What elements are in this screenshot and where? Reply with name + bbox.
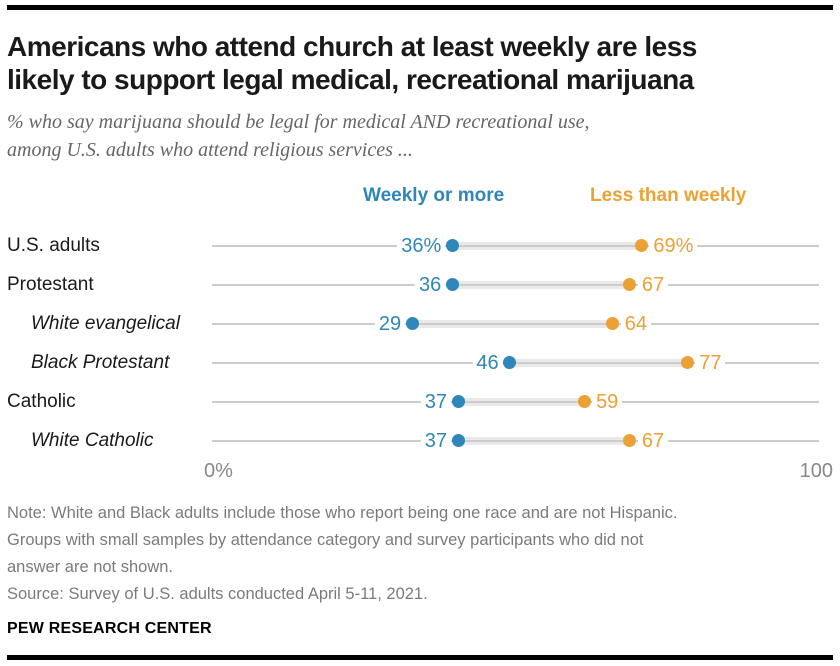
value-label-less-weekly: 59 <box>592 389 623 414</box>
chart-title: Americans who attend church at least wee… <box>7 31 697 95</box>
chart-subtitle: % who say marijuana should be legal for … <box>7 111 590 161</box>
dot-weekly-or-more <box>503 356 517 369</box>
axis-label-min: 0% <box>204 460 233 482</box>
axis-plot: 0% 100 <box>204 458 833 484</box>
value-label-weekly: 37 <box>420 389 451 414</box>
value-label-less-weekly: 77 <box>695 350 726 375</box>
dot-less-than-weekly <box>680 356 694 369</box>
value-label-less-weekly: 67 <box>637 428 669 453</box>
value-label-less-weekly: 67 <box>637 272 669 297</box>
value-label-weekly: 46 <box>472 350 503 375</box>
chart-rows: U.S. adults 36% 69% Protestant 36 67 White eva… <box>7 226 833 460</box>
row-plot: 37 59 <box>212 382 819 421</box>
value-label-less-weekly: 69% <box>649 233 698 258</box>
chart-row: U.S. adults 36% 69% <box>7 226 833 265</box>
legend-weekly-or-more: Weekly or more <box>363 185 505 206</box>
legend: Weekly or more Less than weekly <box>7 184 833 208</box>
dot-less-than-weekly <box>577 395 591 408</box>
row-plot: 36% 69% <box>212 226 819 265</box>
row-label: White Catholic <box>31 429 154 451</box>
axis-track-line <box>212 244 819 247</box>
chart-row: Catholic 37 59 <box>7 382 833 421</box>
dot-less-than-weekly <box>623 434 637 447</box>
row-label: Catholic <box>7 390 76 412</box>
dot-less-than-weekly <box>623 278 637 291</box>
legend-less-than-weekly: Less than weekly <box>590 185 747 206</box>
dot-weekly-or-more <box>451 434 465 447</box>
value-label-less-weekly: 64 <box>620 311 651 336</box>
row-plot: 37 67 <box>212 421 819 460</box>
dot-less-than-weekly <box>606 317 620 330</box>
row-label: U.S. adults <box>7 234 100 256</box>
chart-row: Protestant 36 67 <box>7 265 833 304</box>
chart-row: White Catholic 37 67 <box>7 421 833 460</box>
row-label: Black Protestant <box>31 351 170 373</box>
axis-track-line <box>212 322 819 325</box>
row-label: Protestant <box>7 273 94 295</box>
axis-track-line <box>212 400 819 403</box>
value-label-weekly: 29 <box>374 311 406 336</box>
axis-track-line <box>212 439 819 442</box>
dot-weekly-or-more <box>451 395 465 408</box>
row-plot: 46 77 <box>212 343 819 382</box>
x-axis: 0% 100 <box>7 458 833 484</box>
bottom-rule <box>7 655 833 660</box>
top-rule <box>7 5 833 10</box>
row-plot: 36 67 <box>212 265 819 304</box>
dot-weekly-or-more <box>405 317 419 330</box>
row-plot: 29 64 <box>212 304 819 343</box>
axis-spacer <box>7 458 212 484</box>
value-label-weekly: 36% <box>397 233 446 258</box>
axis-track-line <box>212 283 819 286</box>
axis-label-max: 100 <box>799 460 833 482</box>
brand-label: PEW RESEARCH CENTER <box>7 620 212 637</box>
note-text: Note: White and Black adults include tho… <box>7 504 678 576</box>
row-label: White evangelical <box>31 312 180 334</box>
value-label-weekly: 37 <box>420 428 451 453</box>
chart-row: White evangelical 29 64 <box>7 304 833 343</box>
dot-less-than-weekly <box>634 239 648 252</box>
dot-weekly-or-more <box>445 278 459 291</box>
dot-weekly-or-more <box>445 239 459 252</box>
value-label-weekly: 36 <box>415 272 446 297</box>
source-text: Source: Survey of U.S. adults conducted … <box>7 585 428 603</box>
chart-row: Black Protestant 46 77 <box>7 343 833 382</box>
